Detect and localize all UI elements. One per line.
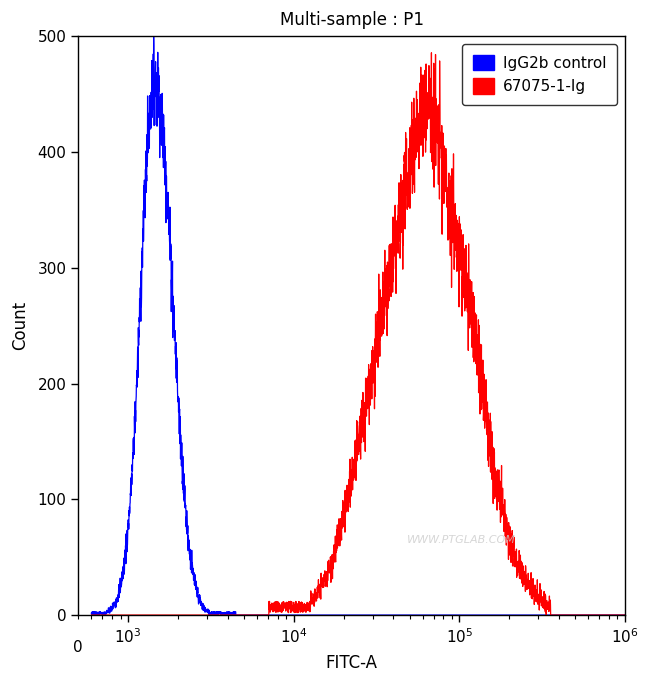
Title: Multi-sample : P1: Multi-sample : P1 [280, 11, 424, 29]
Y-axis label: Count: Count [11, 301, 29, 350]
X-axis label: FITC-A: FITC-A [326, 654, 378, 672]
Text: 0: 0 [73, 640, 83, 655]
Legend: IgG2b control, 67075-1-Ig: IgG2b control, 67075-1-Ig [462, 44, 618, 105]
Text: WWW.PTGLAB.COM: WWW.PTGLAB.COM [406, 535, 515, 545]
